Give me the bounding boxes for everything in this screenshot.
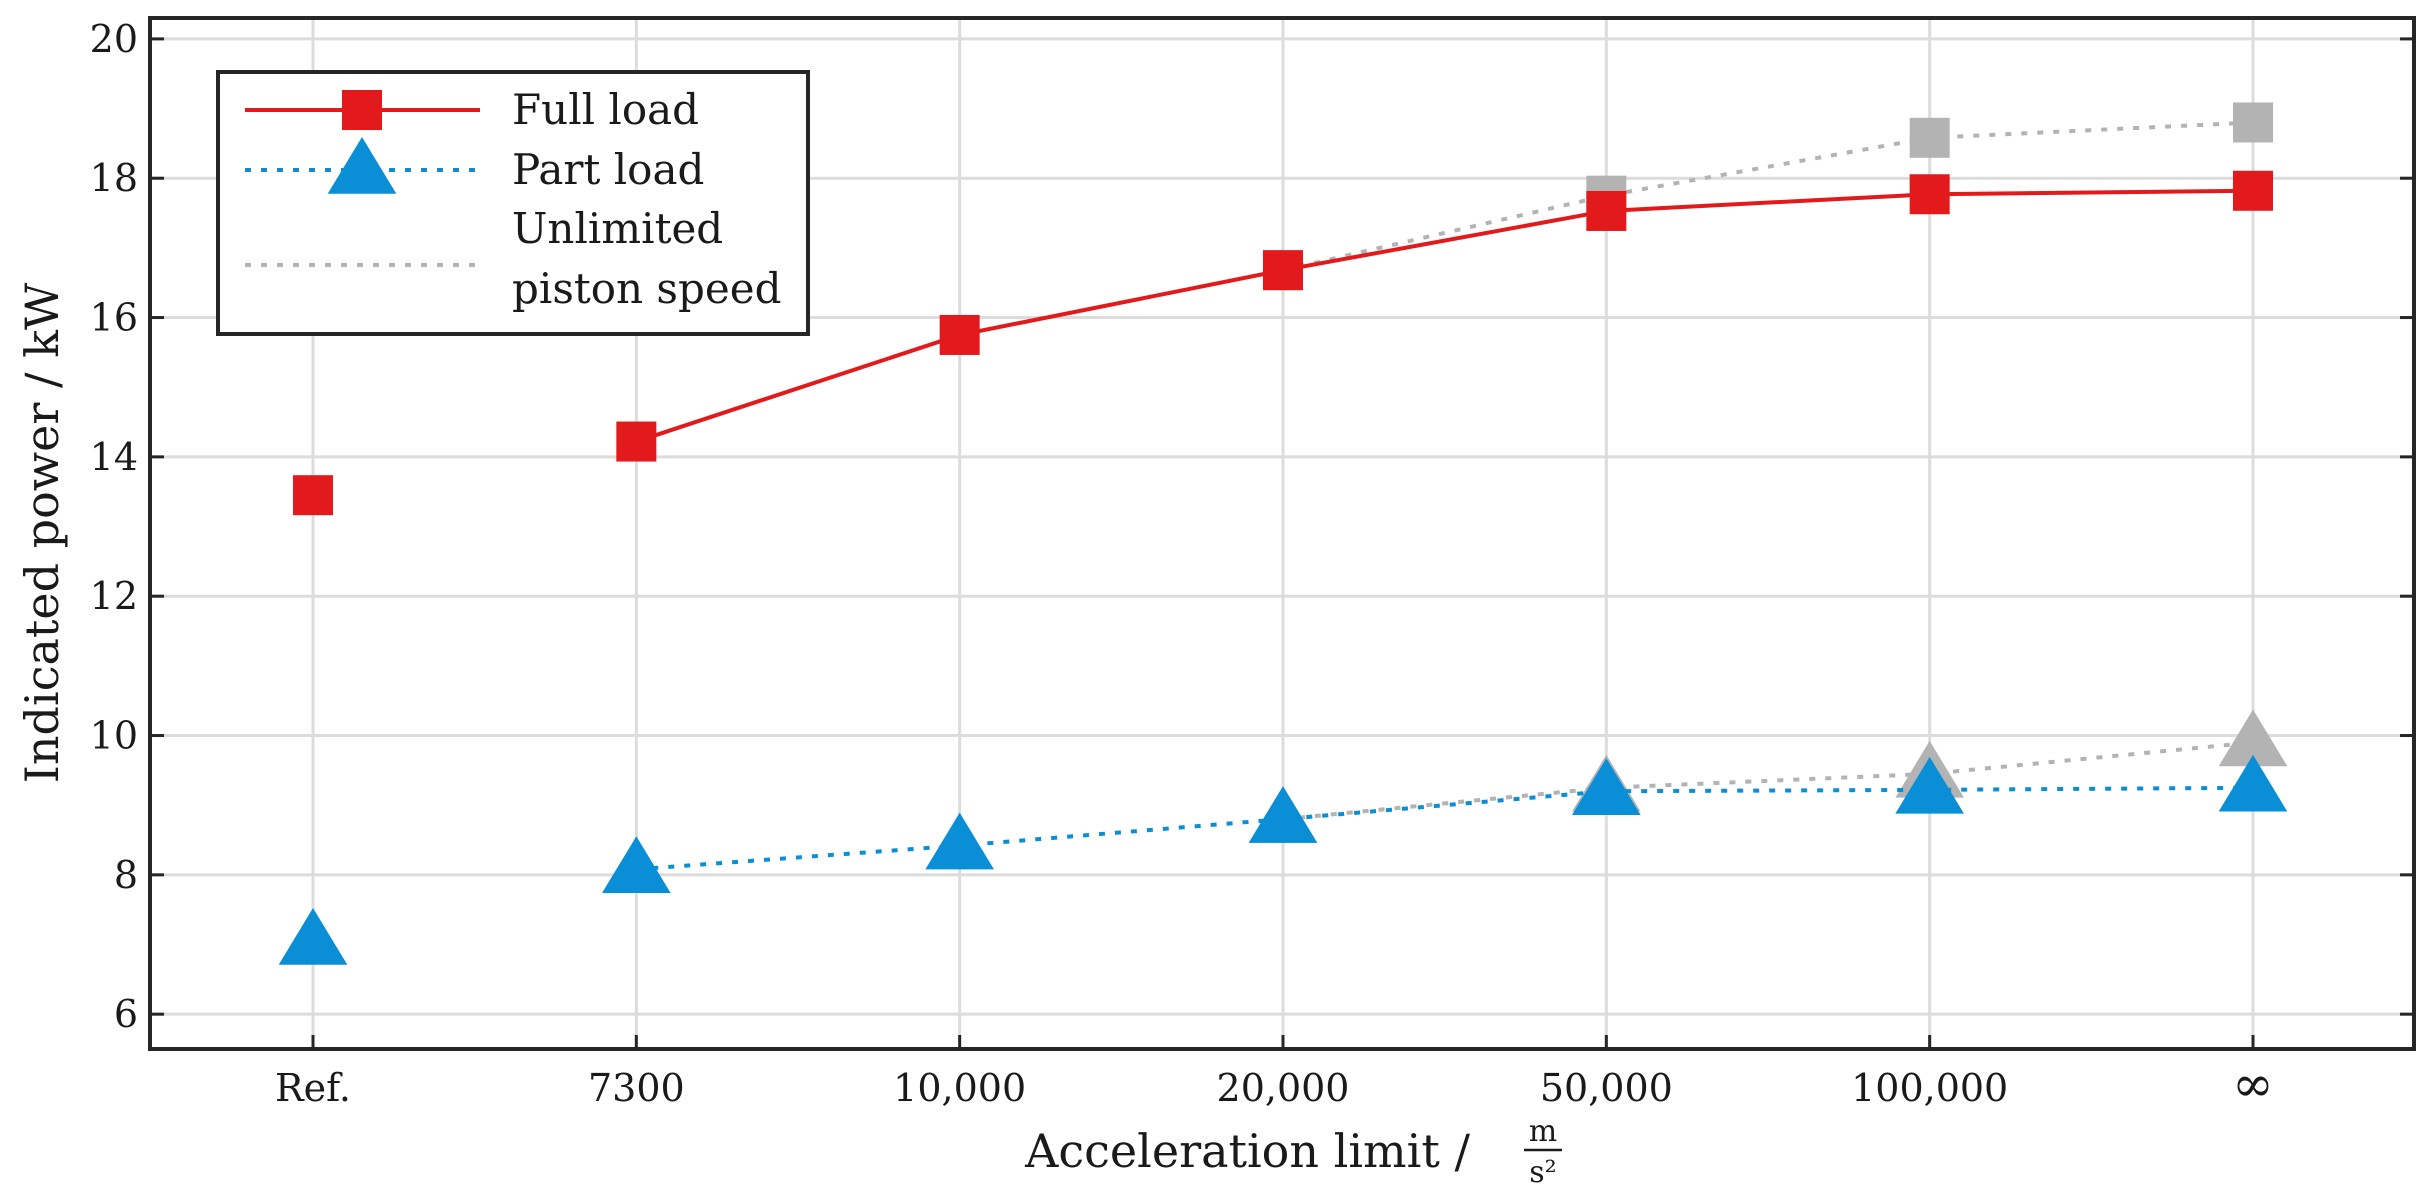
part-load-line <box>636 785 2254 872</box>
part-load-marker <box>1895 756 1964 814</box>
full-load-marker <box>293 475 333 516</box>
legend-label-part-load: Part load <box>512 145 704 194</box>
unlimited-piston-speed-triangle-marker <box>2218 709 2288 767</box>
full-load-marker <box>1909 174 1950 215</box>
unlimited-piston-speed-square-marker <box>1909 117 1950 158</box>
part-load-marker <box>602 836 671 894</box>
y-tick-label: 18 <box>90 156 138 200</box>
x-axis-unit-numerator: m <box>1529 1114 1557 1149</box>
x-axis-title: Acceleration limit / <box>1024 1124 1470 1178</box>
full-load-marker <box>1263 250 1303 291</box>
part-load-marker <box>925 812 994 870</box>
legend: Full load Part load Unlimited piston speed <box>216 70 810 336</box>
y-tick-label: 12 <box>90 574 138 618</box>
x-axis-unit-denominator: s² <box>1529 1155 1556 1190</box>
series-unlimited-piston-speed <box>1248 102 2288 843</box>
full-load-marker <box>939 314 980 355</box>
part-load-marker <box>278 908 348 965</box>
x-tick-label: 100,000 <box>1851 1066 2008 1110</box>
legend-label-unlimited-piston-speed: piston speed <box>512 264 781 313</box>
full-load-marker <box>2233 170 2273 211</box>
x-tick-label: 10,000 <box>893 1066 1026 1110</box>
full-load-marker <box>616 421 657 462</box>
y-tick-label: 14 <box>90 435 138 479</box>
legend-label-full-load: Full load <box>512 85 699 134</box>
y-tick-label: 10 <box>90 714 138 758</box>
ticks-layer: Ref. 7300 10,000 20,000 50,000 100,000 ∞ 6 8 10 12… <box>90 17 2414 1113</box>
legend-label-unlimited-piston-speed: Unlimited <box>512 204 723 253</box>
unlimited-piston-speed-square-marker <box>2233 102 2273 143</box>
series-part-load <box>278 754 2288 965</box>
legend-box <box>216 70 810 336</box>
x-tick-label: Ref. <box>275 1066 351 1110</box>
x-tick-label: 50,000 <box>1540 1066 1673 1110</box>
legend-marker-part-load <box>327 137 397 194</box>
part-load-marker <box>1248 786 1318 843</box>
unlimited-piston-speed-line <box>1282 740 2254 822</box>
y-tick-label: 6 <box>114 992 138 1036</box>
part-load-marker <box>1572 758 1641 816</box>
unlimited-piston-speed-line <box>1282 120 2254 273</box>
x-tick-label: 7300 <box>588 1066 685 1110</box>
part-load-marker <box>2218 754 2288 812</box>
series-layer <box>278 102 2288 965</box>
full-load-marker <box>1586 190 1627 231</box>
legend-marker-full-load <box>342 90 382 130</box>
y-tick-label: 16 <box>90 296 138 340</box>
x-tick-label: 20,000 <box>1217 1066 1350 1110</box>
series-full-load <box>293 170 2273 516</box>
legend-entries: Full load Part load Unlimited piston speed <box>245 85 781 313</box>
full-load-line <box>635 188 2254 444</box>
x-tick-label: ∞ <box>2232 1055 2274 1113</box>
y-tick-label: 8 <box>114 853 138 897</box>
y-axis-title: Indicated power / kW <box>15 282 69 783</box>
y-tick-label: 20 <box>90 17 138 61</box>
